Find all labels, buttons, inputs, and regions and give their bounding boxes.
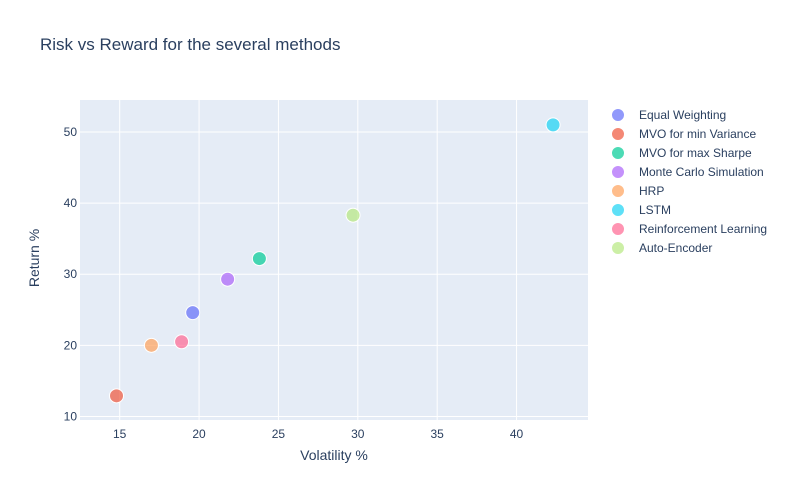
y-tick-label: 40 <box>64 196 78 210</box>
legend-item[interactable]: MVO for min Variance <box>611 127 757 141</box>
legend-item[interactable]: Reinforcement Learning <box>611 222 768 236</box>
y-axis-label: Return % <box>26 229 42 287</box>
chart-title: Risk vs Reward for the several methods <box>40 35 340 54</box>
legend-marker <box>611 184 625 198</box>
legend-item[interactable]: Equal Weighting <box>611 108 727 122</box>
legend-item[interactable]: Auto-Encoder <box>611 241 713 255</box>
legend-item[interactable]: Monte Carlo Simulation <box>611 165 764 179</box>
data-points <box>109 117 561 404</box>
data-point-monte-carlo-simulation[interactable] <box>220 271 236 287</box>
legend-label: Monte Carlo Simulation <box>639 165 764 179</box>
legend-marker <box>611 222 625 236</box>
legend-label: HRP <box>639 184 664 198</box>
legend-marker <box>611 241 625 255</box>
x-tick-label: 40 <box>510 427 524 441</box>
legend-item[interactable]: LSTM <box>611 203 672 217</box>
x-axis-label: Volatility % <box>300 447 368 463</box>
legend-label: Reinforcement Learning <box>639 222 767 236</box>
data-point-hrp[interactable] <box>143 337 159 353</box>
x-tick-label: 35 <box>431 427 445 441</box>
legend-item[interactable]: HRP <box>611 184 665 198</box>
grid-lines <box>80 100 588 420</box>
plot-area <box>80 100 588 420</box>
x-tick-label: 30 <box>351 427 365 441</box>
legend-label: MVO for max Sharpe <box>639 146 752 160</box>
data-point-lstm[interactable] <box>545 117 561 133</box>
data-point-equal-weighting[interactable] <box>185 305 201 321</box>
y-axis-ticks: 10 20 30 40 50 <box>64 125 78 423</box>
legend-label: LSTM <box>639 203 671 217</box>
legend-label: MVO for min Variance <box>639 127 756 141</box>
legend-marker <box>611 203 625 217</box>
legend-marker <box>611 127 625 141</box>
x-tick-label: 15 <box>113 427 127 441</box>
legend[interactable]: Equal Weighting MVO for min Variance MVO f… <box>611 108 768 255</box>
legend-marker <box>611 146 625 160</box>
legend-item[interactable]: MVO for max Sharpe <box>611 146 753 160</box>
legend-marker <box>611 108 625 122</box>
data-point-mvo-for-min-variance[interactable] <box>109 388 125 404</box>
x-tick-label: 20 <box>192 427 206 441</box>
y-tick-label: 50 <box>64 125 78 139</box>
data-point-auto-encoder[interactable] <box>345 207 361 223</box>
legend-marker <box>611 165 625 179</box>
x-axis-ticks: 15 20 25 30 35 40 <box>113 427 524 441</box>
x-tick-label: 25 <box>272 427 286 441</box>
data-point-mvo-for-max-sharpe[interactable] <box>251 251 267 267</box>
y-tick-label: 30 <box>64 267 78 281</box>
data-point-reinforcement-learning[interactable] <box>174 334 190 350</box>
legend-label: Equal Weighting <box>639 108 726 122</box>
legend-label: Auto-Encoder <box>639 241 712 255</box>
y-tick-label: 20 <box>64 338 78 352</box>
y-tick-label: 10 <box>64 409 78 423</box>
